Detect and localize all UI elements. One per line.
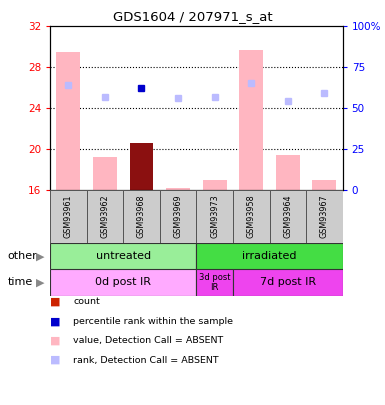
Text: 3d post
IR: 3d post IR xyxy=(199,273,230,292)
Text: GSM93962: GSM93962 xyxy=(100,195,109,239)
Text: value, Detection Call = ABSENT: value, Detection Call = ABSENT xyxy=(73,336,223,345)
Text: ▶: ▶ xyxy=(36,277,45,288)
Text: GSM93964: GSM93964 xyxy=(283,195,292,239)
Bar xyxy=(50,243,196,269)
Text: GDS1604 / 207971_s_at: GDS1604 / 207971_s_at xyxy=(113,10,272,23)
Text: GSM93958: GSM93958 xyxy=(247,195,256,239)
Bar xyxy=(203,180,226,190)
Text: percentile rank within the sample: percentile rank within the sample xyxy=(73,317,233,326)
Bar xyxy=(196,243,343,269)
Bar xyxy=(87,190,123,243)
Bar xyxy=(160,190,196,243)
Text: time: time xyxy=(8,277,33,288)
Bar xyxy=(313,180,336,190)
Text: GSM93961: GSM93961 xyxy=(64,195,73,239)
Bar xyxy=(50,190,87,243)
Bar xyxy=(306,190,343,243)
Text: other: other xyxy=(8,251,37,261)
Text: 0d post IR: 0d post IR xyxy=(95,277,151,288)
Bar xyxy=(123,190,160,243)
Bar xyxy=(233,269,343,296)
Text: ■: ■ xyxy=(50,297,60,307)
Bar xyxy=(233,190,270,243)
Bar xyxy=(196,190,233,243)
Bar xyxy=(57,52,80,190)
Bar xyxy=(93,156,117,190)
Text: ▶: ▶ xyxy=(36,251,45,261)
Bar xyxy=(196,269,233,296)
Text: ■: ■ xyxy=(50,355,60,365)
Text: count: count xyxy=(73,297,100,306)
Bar xyxy=(270,190,306,243)
Text: GSM93968: GSM93968 xyxy=(137,195,146,239)
Text: irradiated: irradiated xyxy=(242,251,297,261)
Text: GSM93967: GSM93967 xyxy=(320,195,329,239)
Text: GSM93969: GSM93969 xyxy=(174,195,182,239)
Text: ■: ■ xyxy=(50,336,60,345)
Bar xyxy=(130,143,153,190)
Text: 7d post IR: 7d post IR xyxy=(260,277,316,288)
Bar xyxy=(50,269,196,296)
Text: untreated: untreated xyxy=(95,251,151,261)
Bar xyxy=(276,156,300,190)
Text: rank, Detection Call = ABSENT: rank, Detection Call = ABSENT xyxy=(73,356,219,364)
Bar xyxy=(166,188,190,190)
Bar xyxy=(239,50,263,190)
Text: GSM93973: GSM93973 xyxy=(210,195,219,239)
Text: ■: ■ xyxy=(50,316,60,326)
